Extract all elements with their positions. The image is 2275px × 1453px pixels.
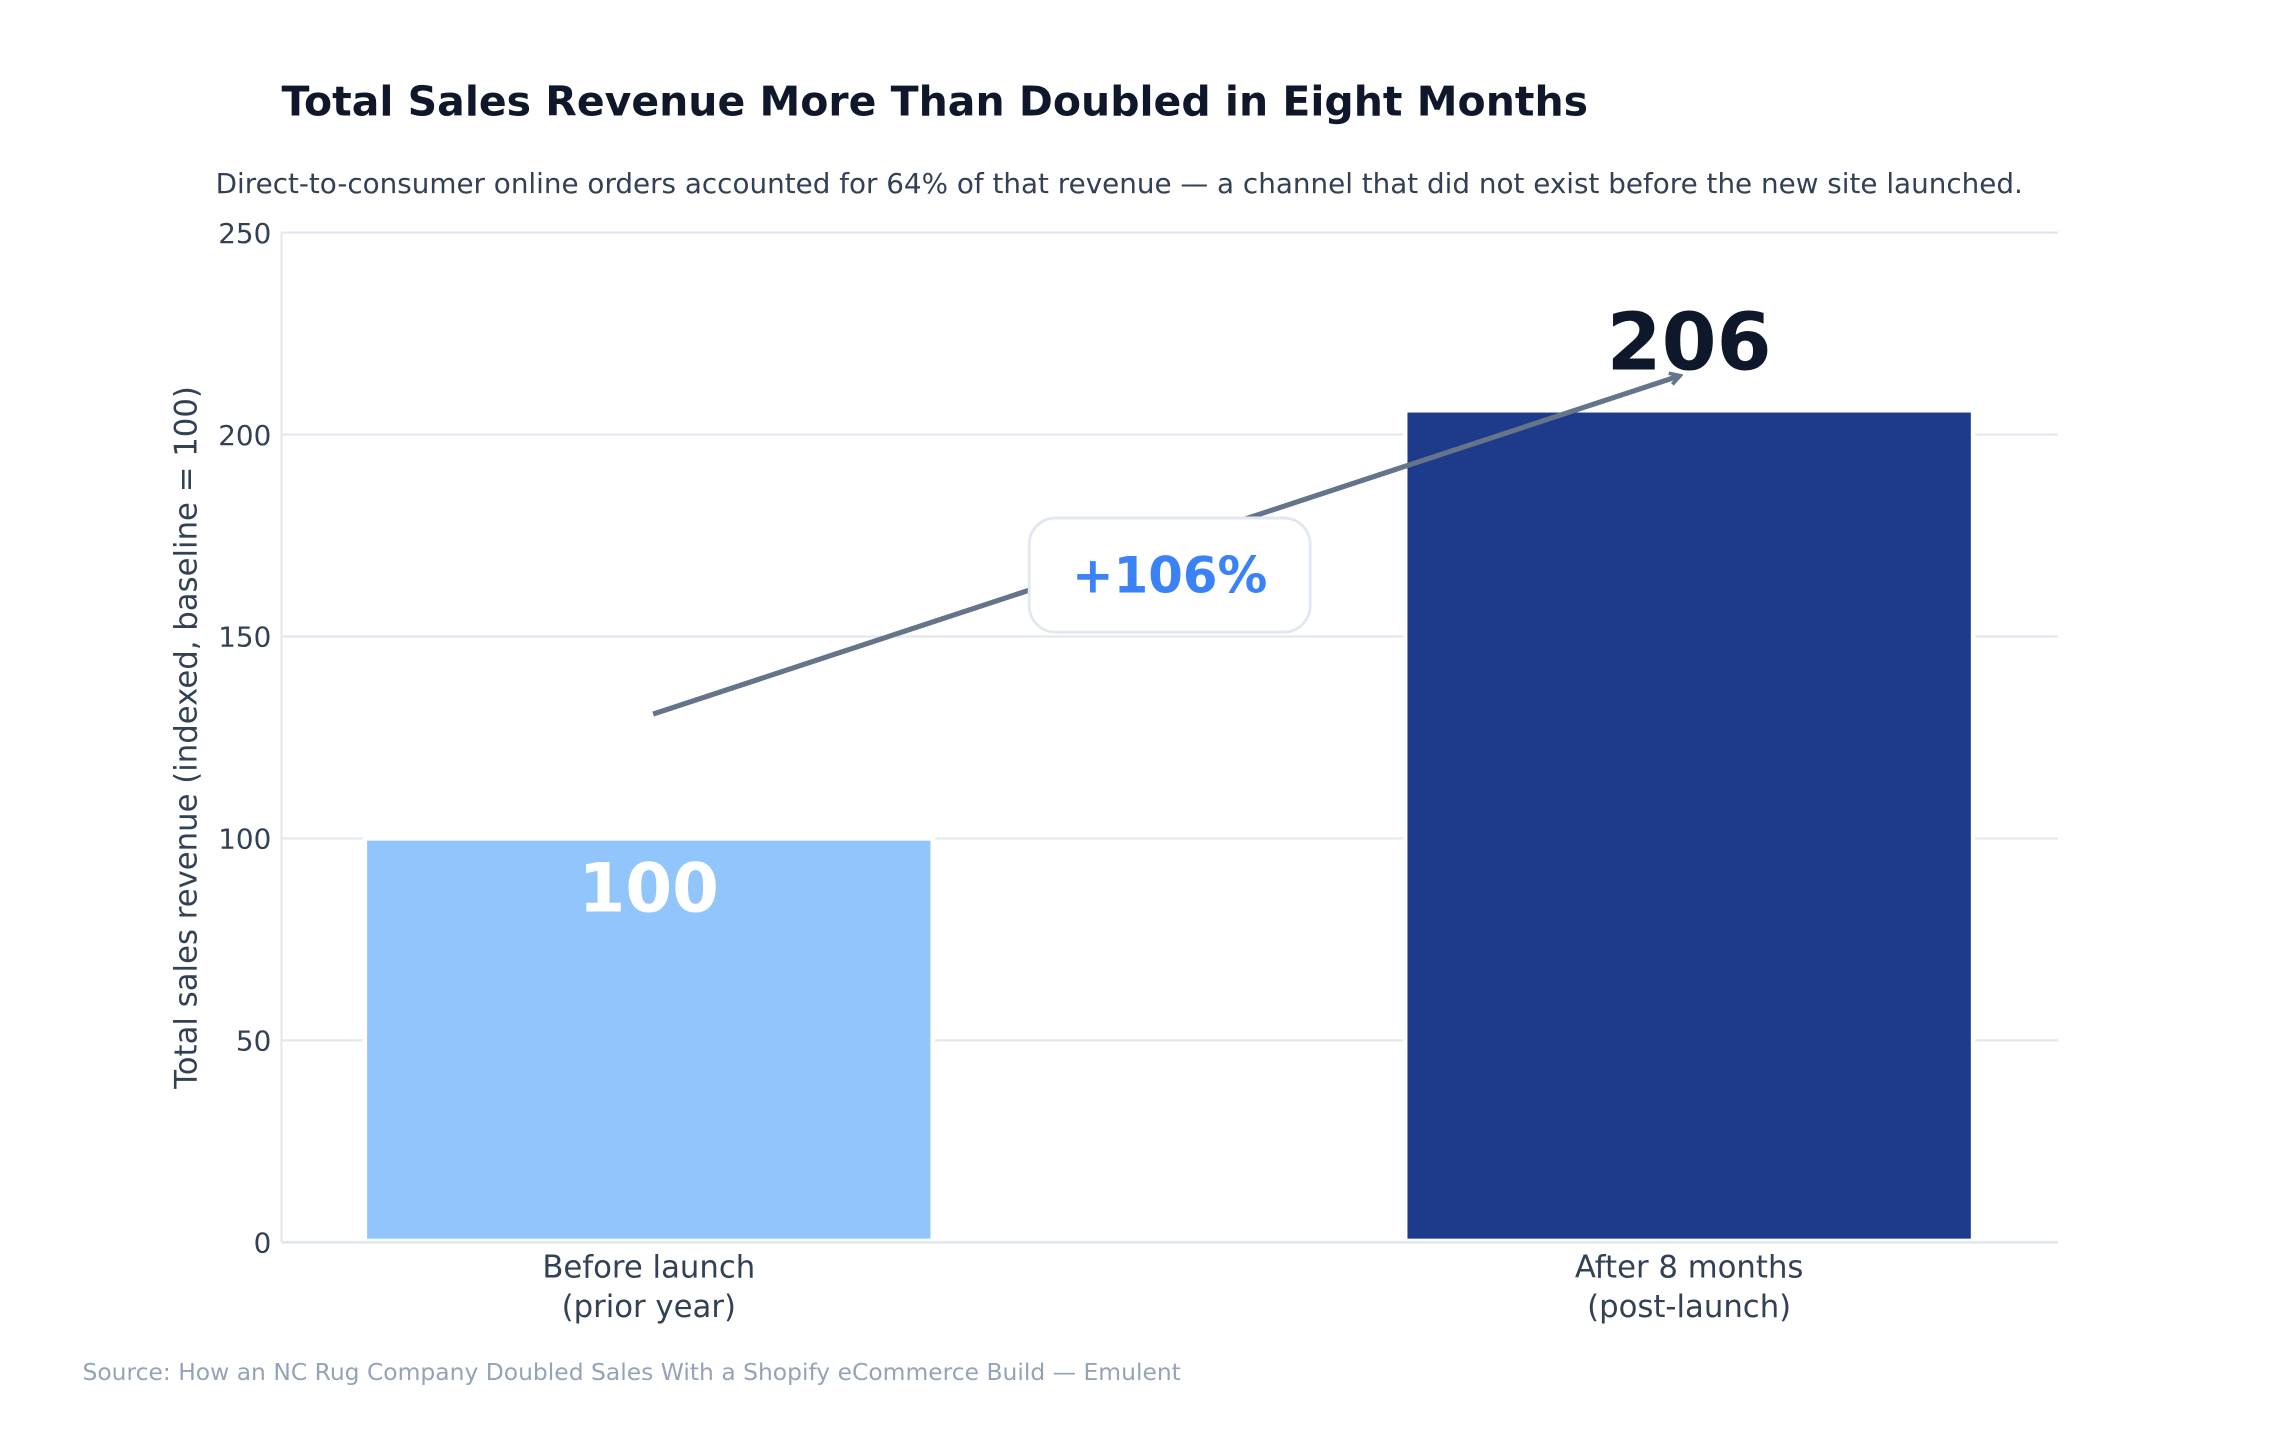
x-tick-label: After 8 months <box>1575 1249 1804 1285</box>
source-note: Source: How an NC Rug Company Doubled Sa… <box>83 1358 1181 1386</box>
chart-subtitle: Direct-to-consumer online orders account… <box>216 167 2023 200</box>
chart-title: Total Sales Revenue More Than Doubled in… <box>282 78 1589 126</box>
x-axis-labels: Before launch (prior year) After 8 months (… <box>542 1249 1803 1325</box>
y-tick-label: 150 <box>218 621 271 654</box>
annotation-text: +106% <box>1072 547 1267 605</box>
bar-value-label: 206 <box>1607 296 1772 388</box>
bar-value-label: 100 <box>579 850 719 928</box>
x-tick-label: Before launch <box>542 1249 755 1285</box>
y-tick-label: 0 <box>254 1227 272 1260</box>
y-tick-label: 200 <box>218 419 271 452</box>
annotation-box <box>1027 516 1312 634</box>
y-tick-label: 100 <box>218 823 271 856</box>
bar <box>1403 408 1976 1244</box>
y-tick-label: 50 <box>236 1025 271 1058</box>
y-axis-label: Total sales revenue (indexed, baseline =… <box>169 386 205 1090</box>
x-tick-label: (post-launch) <box>1587 1289 1791 1325</box>
change-annotation: +106% <box>652 376 1679 717</box>
y-tick-label: 250 <box>218 217 271 250</box>
y-axis-ticks: 0 50 100 150 200 250 <box>218 217 271 1260</box>
x-tick-label: (prior year) <box>562 1289 736 1325</box>
bars: 100 206 <box>362 296 1976 1244</box>
